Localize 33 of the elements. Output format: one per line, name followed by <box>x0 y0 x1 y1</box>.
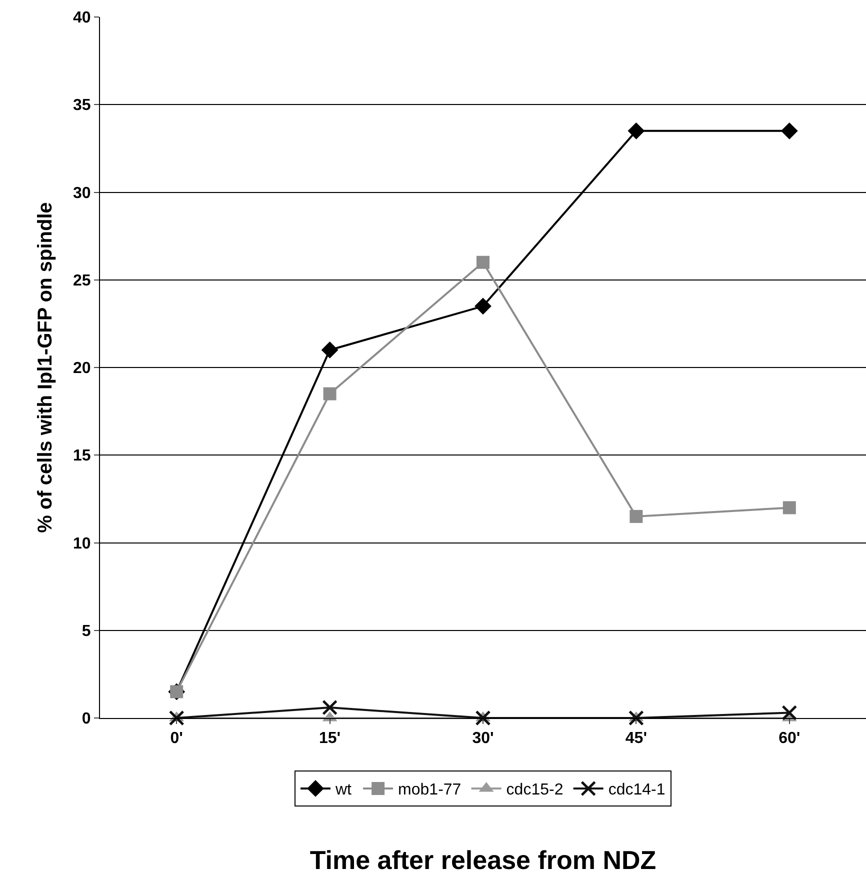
y-tick-label: 20 <box>73 360 91 378</box>
point <box>476 256 490 269</box>
point <box>780 122 798 140</box>
x-tick-label: 0' <box>170 730 183 748</box>
y-axis-title: % of cells with Ipl1-GFP on spindle <box>34 202 57 533</box>
y-tick-label: 15 <box>73 448 91 465</box>
legend-label: mob1-77 <box>398 782 462 799</box>
point <box>168 710 184 726</box>
y-tick-label: 10 <box>73 535 91 552</box>
point <box>628 122 645 140</box>
legend-label: cdc14-1 <box>608 782 666 799</box>
point <box>321 342 338 358</box>
y-tick-label: 40 <box>73 10 91 27</box>
x-tick-label: 60' <box>778 730 800 748</box>
x-tick-label: 45' <box>625 730 648 748</box>
point <box>475 710 491 726</box>
point <box>630 510 643 523</box>
point <box>323 387 336 400</box>
x-axis-title: Time after release from NDZ <box>310 845 656 875</box>
y-tick-label: 35 <box>73 97 91 114</box>
y-tick-label: 5 <box>82 622 91 640</box>
legend-label: wt <box>334 782 352 799</box>
point <box>474 298 492 315</box>
point <box>782 704 798 720</box>
x-tick-label: 15' <box>318 730 341 748</box>
x-tick-label: 30' <box>472 730 494 748</box>
legend-label: cdc15-2 <box>506 782 564 799</box>
y-tick-label: 30 <box>73 184 91 202</box>
point <box>628 710 644 726</box>
y-tick-label: 0 <box>82 710 91 728</box>
y-tick-label: 25 <box>73 272 91 290</box>
point <box>322 700 338 716</box>
point <box>782 501 796 514</box>
